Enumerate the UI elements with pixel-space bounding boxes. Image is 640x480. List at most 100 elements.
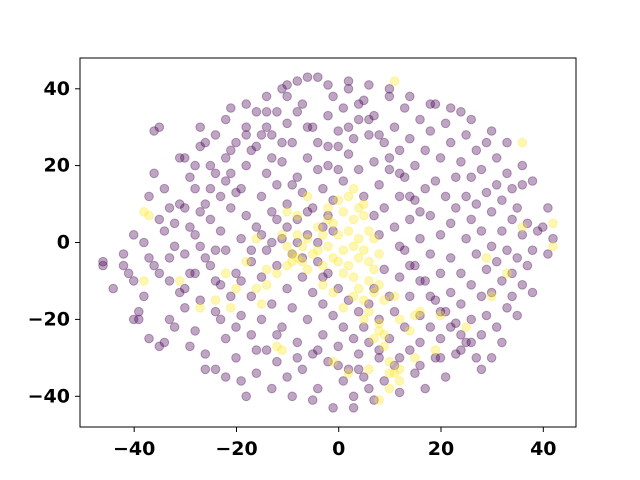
scatter-point-s1-23 [313,222,323,232]
scatter-point-s0-280 [241,391,251,402]
scatter-point-s0-113 [318,299,328,309]
y-tick-label-1: −40 [28,385,70,407]
scatter-point-s1-80 [389,291,400,302]
x-tick-label-3: 0 [332,438,345,460]
scatter-point-s0-262 [517,180,528,190]
scatter-point-s0-44 [215,226,226,236]
scatter-point-s0-308 [164,203,175,213]
scatter-point-s1-82 [394,314,405,325]
scatter-point-s0-218 [456,107,466,117]
scatter-point-s0-90 [287,137,298,148]
x-tick-label-5: 40 [530,438,556,460]
scatter-point-s0-124 [333,126,344,136]
scatter-point-s0-169 [394,272,405,282]
scatter-point-s0-127 [338,322,349,332]
scatter-point-s0-247 [491,322,502,332]
scatter-point-s0-173 [399,322,410,332]
scatter-point-s0-53 [231,353,241,363]
scatter-point-s0-182 [410,368,420,379]
scatter-point-s0-162 [384,91,395,102]
scatter-point-s0-55 [236,233,246,244]
scatter-point-s0-227 [466,172,477,182]
scatter-point-s0-133 [348,333,359,344]
scatter-point-s0-107 [313,164,323,175]
scatter-point-s1-30 [328,253,338,263]
scatter-point-s0-332 [246,145,257,156]
scatter-point-s0-156 [379,264,390,275]
scatter-point-s0-109 [313,72,323,82]
scatter-point-s0-346 [272,330,282,340]
scatter-point-s0-141 [359,95,369,106]
scatter-point-s0-370 [374,130,384,140]
scatter-point-s0-45 [215,280,226,290]
scatter-point-s0-304 [517,160,528,171]
scatter-point-s0-278 [200,364,211,375]
scatter-point-s1-84 [410,353,420,363]
scatter-point-s0-379 [282,91,292,102]
scatter-point-s0-2 [108,283,118,294]
scatter-point-s1-34 [338,245,349,255]
scatter-point-s0-73 [261,345,272,355]
scatter-point-s1-49 [359,199,369,209]
scatter-point-s0-310 [190,268,200,279]
scatter-point-s1-3 [174,276,185,286]
y-tick-label-5: 40 [44,78,70,100]
scatter-point-s1-55 [369,287,379,298]
scatter-point-s0-259 [512,203,523,213]
scatter-point-s0-300 [445,103,456,113]
scatter-point-s0-204 [440,191,451,202]
scatter-point-s1-35 [338,268,349,279]
scatter-point-s0-287 [180,153,190,163]
scatter-point-s1-42 [348,183,359,194]
scatter-point-s0-166 [389,122,400,132]
scatter-point-s0-185 [415,310,425,321]
scatter-point-s1-86 [374,395,384,405]
scatter-point-s1-32 [333,256,344,267]
scatter-point-s0-301 [466,114,477,125]
scatter-point-s0-39 [205,160,216,171]
scatter-point-s1-109 [389,76,400,86]
scatter-point-s0-189 [420,276,431,286]
scatter-point-s1-74 [486,291,497,302]
scatter-point-s0-114 [323,141,333,152]
scatter-point-s1-43 [353,233,364,244]
x-tick-label-1: −40 [113,438,155,460]
scatter-point-s0-51 [226,103,236,113]
scatter-point-s1-93 [302,191,313,202]
scatter-point-s0-170 [394,145,405,156]
scatter-point-s0-239 [481,137,492,148]
scatter-point-s0-297 [384,84,395,94]
scatter-point-s1-69 [415,306,425,317]
scatter-point-s0-356 [476,364,487,375]
scatter-point-s1-60 [374,326,384,336]
scatter-point-s0-62 [246,291,257,302]
scatter-point-s0-374 [333,141,344,152]
scatter-point-s0-115 [323,268,333,279]
scatter-point-s1-90 [323,203,333,213]
scatter-point-s0-197 [430,176,441,186]
scatter-point-s0-206 [440,118,451,129]
scatter-point-s0-367 [405,191,415,202]
scatter-point-s0-94 [292,76,303,86]
scatter-point-s0-219 [456,299,466,309]
scatter-point-s0-230 [471,353,482,363]
scatter-point-s0-244 [491,180,502,190]
scatter-point-s0-376 [313,137,323,148]
scatter-point-s0-11 [149,260,159,271]
scatter-point-s0-205 [440,306,451,317]
scatter-point-s0-59 [241,160,251,171]
scatter-point-s0-192 [425,249,436,259]
scatter-point-s0-255 [507,268,517,279]
scatter-point-s0-198 [430,353,441,363]
scatter-point-s0-149 [369,283,379,294]
scatter-point-s1-68 [410,310,420,321]
scatter-point-s0-108 [313,383,323,394]
scatter-point-s0-295 [343,76,354,86]
scatter-point-s0-32 [190,230,200,240]
scatter-point-s1-22 [307,249,318,259]
scatter-point-s0-27 [180,303,190,313]
scatter-point-s0-119 [328,310,338,321]
scatter-point-s0-174 [399,172,410,182]
y-tick-label-2: −20 [28,308,70,330]
scatter-point-s1-0 [139,207,149,217]
